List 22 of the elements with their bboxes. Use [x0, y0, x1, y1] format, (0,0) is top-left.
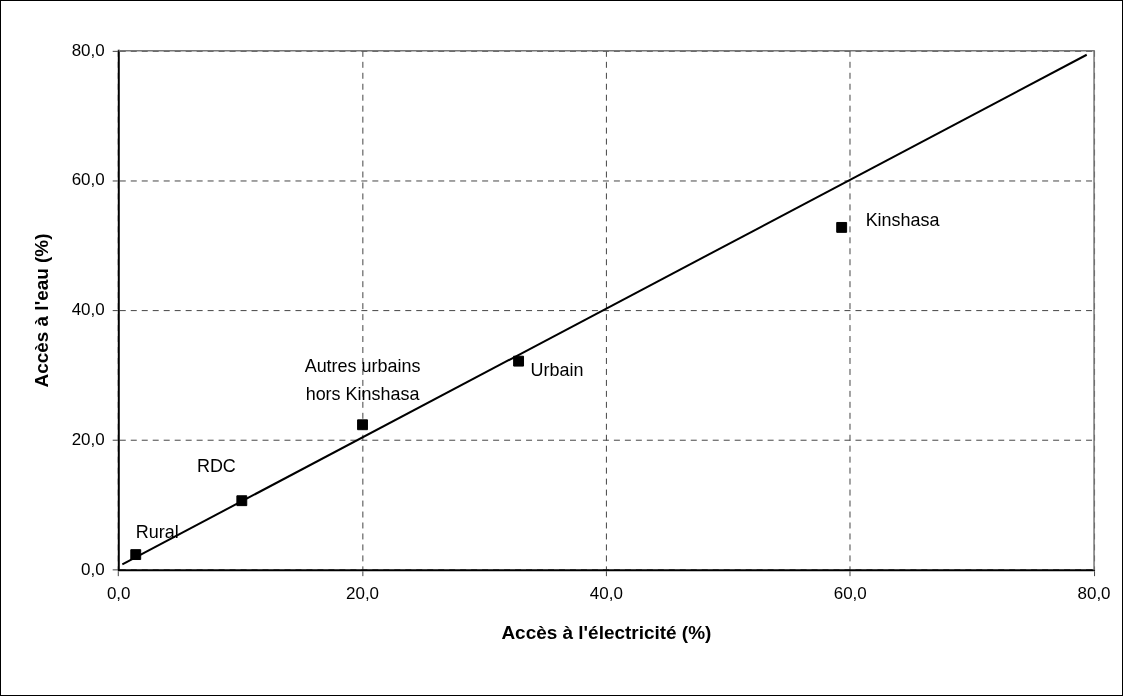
- annotation: RDC: [196, 455, 236, 476]
- point: [513, 355, 525, 367]
- x-tick-label: 20,0: [346, 583, 380, 603]
- annotation: Rural: [135, 521, 179, 542]
- annotation: Kinshasa: [865, 210, 940, 231]
- point: [236, 495, 248, 507]
- x-tick-label: 40,0: [589, 583, 623, 603]
- point: [130, 549, 142, 561]
- y-tick-label: 40,0: [71, 300, 105, 320]
- x-tick-label: 80,0: [1077, 583, 1111, 603]
- annotation: Autres urbains hors Kinshasa: [304, 355, 421, 404]
- y-tick-label: 60,0: [71, 170, 105, 190]
- annotation: Urbain: [530, 360, 584, 381]
- y-tick-label: 0,0: [81, 559, 105, 579]
- x-tick-label: 60,0: [833, 583, 867, 603]
- point: [357, 419, 368, 431]
- x-axis-title: Accès à l'électricité (%): [501, 622, 712, 643]
- y-axis-title: Accès à l'eau (%): [30, 233, 52, 388]
- point: [836, 221, 848, 233]
- y-tick-label: 80,0: [71, 40, 105, 60]
- y-tick-label: 20,0: [71, 430, 105, 450]
- x-tick-label: 0,0: [106, 583, 131, 603]
